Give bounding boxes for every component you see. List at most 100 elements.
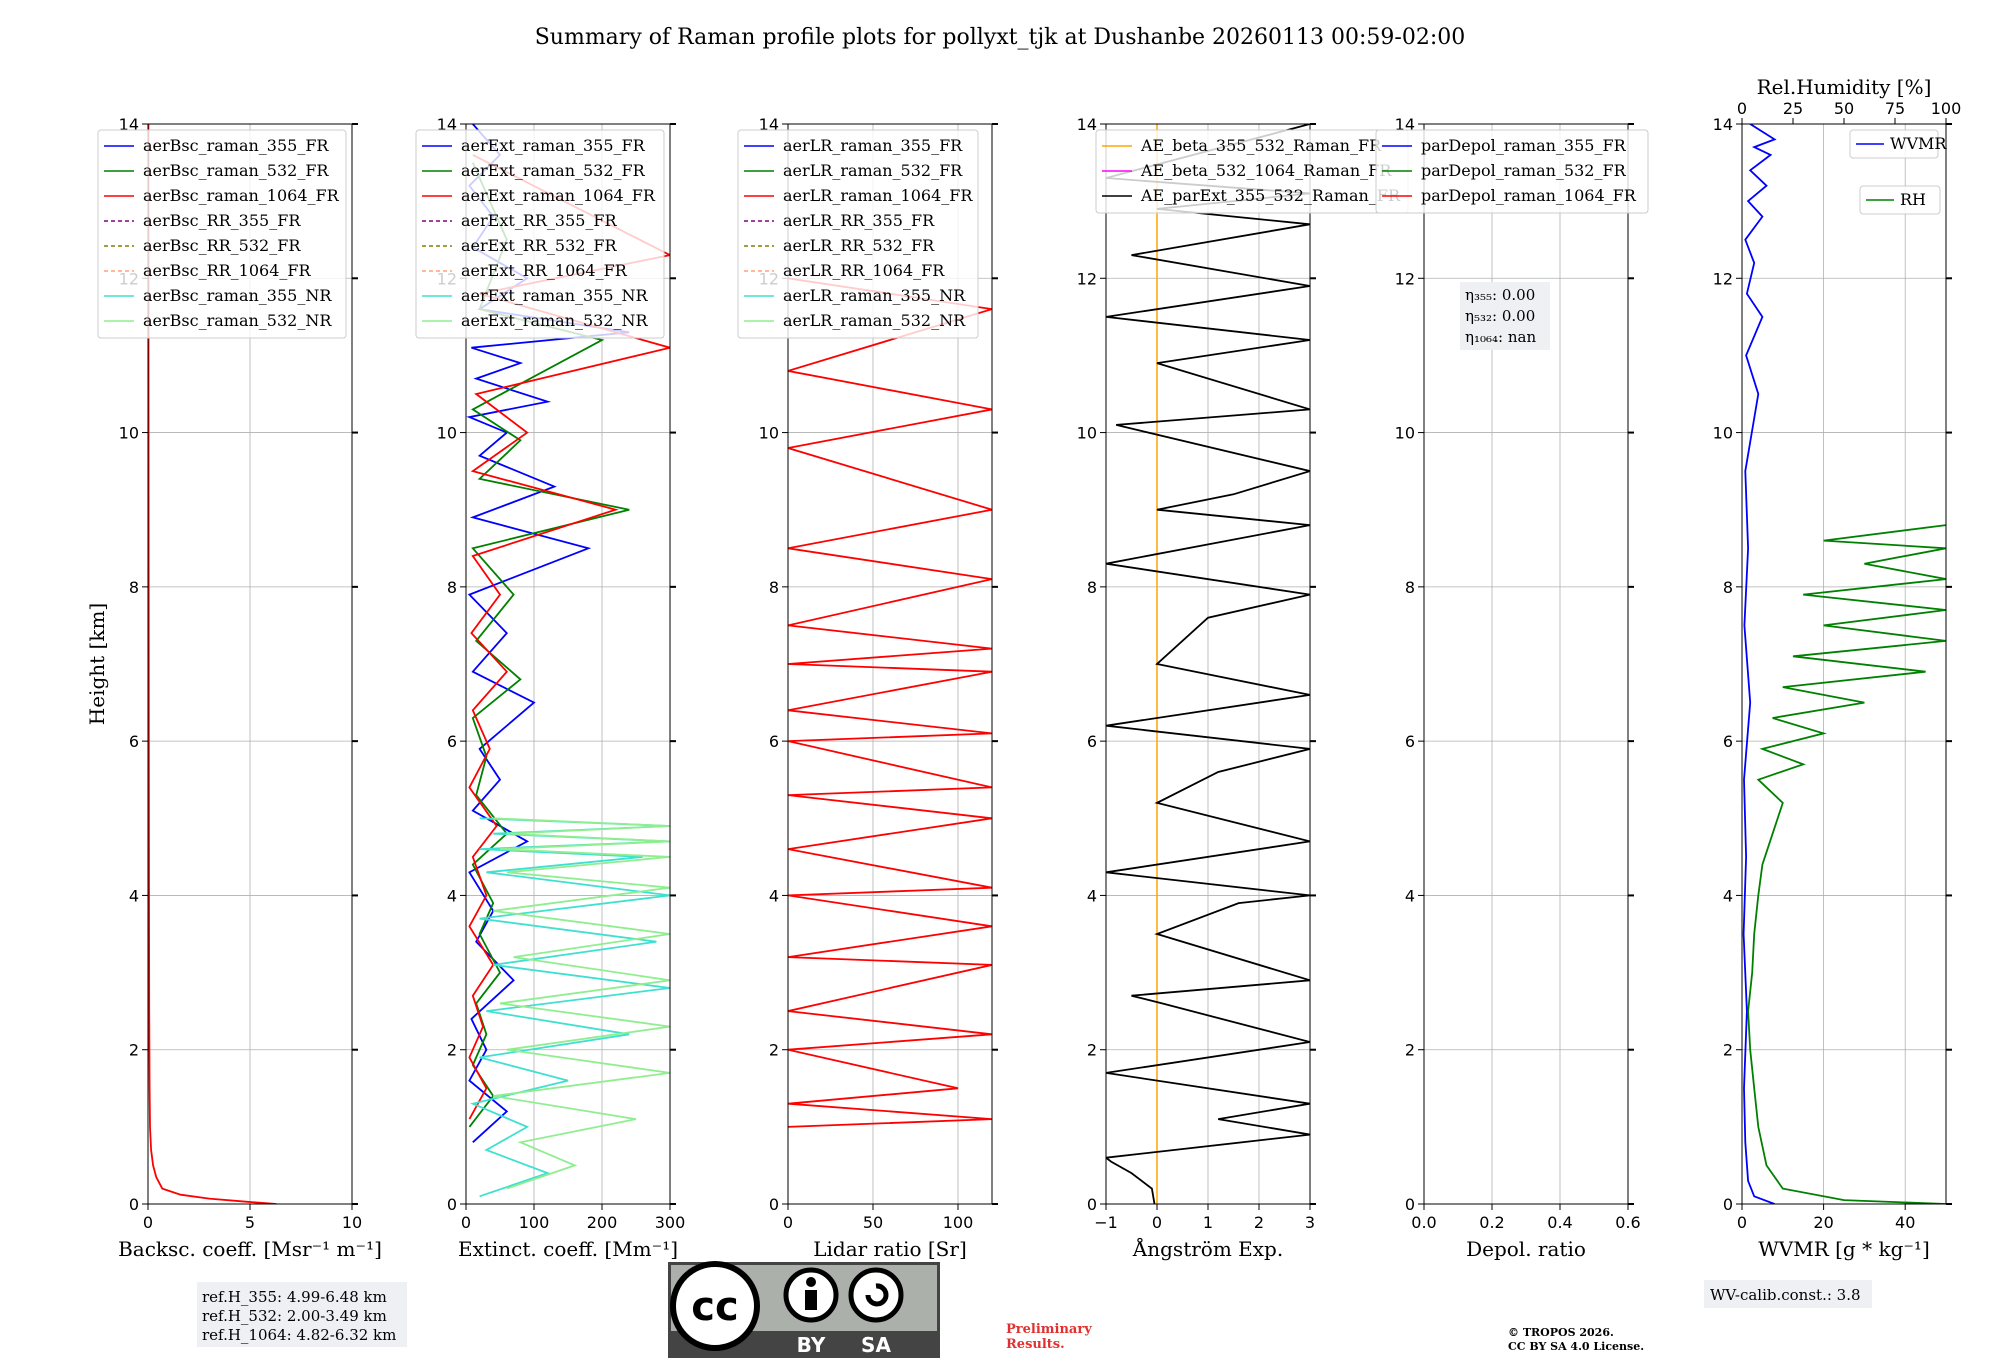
ytick-label-ae-2: 4 [1087, 886, 1097, 905]
ytick-label-ae-7: 14 [1077, 115, 1097, 134]
ytick-label-bsc-1: 2 [129, 1041, 139, 1060]
xtick-label-depol-3: 0.6 [1615, 1213, 1640, 1232]
attribution-icon-head [806, 1277, 816, 1287]
series-line-aerExt_raman_532_NR [493, 817, 670, 1190]
ylabel: Height [km] [85, 603, 109, 725]
ytick-label-depol-7: 14 [1395, 115, 1415, 134]
legend-label-aerExt_raman_1064_FR: aerExt_raman_1064_FR [461, 186, 656, 205]
xtick-label-depol-1: 0.2 [1479, 1213, 1504, 1232]
legend-label-WVMR: WVMR [1890, 134, 1947, 153]
xtick-label-ae-3: 2 [1254, 1213, 1264, 1232]
ytick-label-bsc-4: 8 [129, 578, 139, 597]
top-xtick-label-3: 75 [1885, 99, 1905, 118]
panel-depol: 0.0 0.2 0.4 0.6 0 2 4 6 8 10 12 14 Depol. ratio parDe… [1375, 115, 1649, 1261]
eta-value-1: η₅₃₂: 0.00 [1465, 307, 1535, 325]
ytick-label-depol-2: 4 [1405, 886, 1415, 905]
xtick-label-ae-2: 1 [1203, 1213, 1213, 1232]
ytick-label-wv-6: 12 [1713, 269, 1733, 288]
legend-label-AE_parExt_355_532_Raman_FR: AE_parExt_355_532_Raman_FR [1140, 186, 1401, 205]
xtick-label-ae-0: −1 [1094, 1213, 1118, 1232]
cc-sa-label: SA [861, 1333, 891, 1357]
series-line-aerBsc_raman_1064_FR [148, 124, 277, 1204]
legend-label-aerLR_raman_1064_FR: aerLR_raman_1064_FR [783, 186, 973, 205]
xtick-label-ext-2: 200 [587, 1213, 618, 1232]
legend-box-RH [1859, 185, 1941, 215]
ytick-label-lr-2: 4 [769, 886, 779, 905]
ytick-label-wv-2: 4 [1723, 886, 1733, 905]
ytick-label-ae-6: 12 [1077, 269, 1097, 288]
legend-label-RH: RH [1900, 190, 1926, 209]
xtick-label-ext-1: 100 [519, 1213, 550, 1232]
series-line-aerExt_raman_355_NR [469, 817, 670, 1198]
ytick-label-ext-7: 14 [437, 115, 457, 134]
top-xtick-label-2: 50 [1834, 99, 1854, 118]
ytick-label-wv-1: 2 [1723, 1041, 1733, 1060]
attribution-icon-body [805, 1290, 817, 1310]
panel-lr: 05010002468101214Lidar ratio [Sr]aerLR_r… [737, 115, 998, 1261]
legend-label-aerExt_RR_355_FR: aerExt_RR_355_FR [461, 211, 618, 230]
legend-label-aerLR_raman_532_NR: aerLR_raman_532_NR [783, 311, 966, 330]
xlabel-lr: Lidar ratio [Sr] [813, 1237, 967, 1261]
ytick-label-depol-6: 12 [1395, 269, 1415, 288]
legend-label-aerBsc_raman_355_FR: aerBsc_raman_355_FR [143, 136, 329, 155]
xtick-label-bsc-0: 0 [143, 1213, 153, 1232]
ytick-label-depol-4: 8 [1405, 578, 1415, 597]
ytick-label-lr-3: 6 [769, 732, 779, 751]
legend-label-aerBsc_RR_355_FR: aerBsc_RR_355_FR [143, 211, 301, 230]
ytick-label-wv-3: 6 [1723, 732, 1733, 751]
xtick-label-ae-1: 0 [1152, 1213, 1162, 1232]
top-xlabel: Rel.Humidity [%] [1757, 75, 1932, 99]
legend-box-depol [1375, 129, 1649, 214]
legend-label-aerExt_raman_532_NR: aerExt_raman_532_NR [461, 311, 649, 330]
legend-box-ext [415, 129, 665, 339]
eta-value-0: η₃₅₅: 0.00 [1465, 286, 1535, 304]
legend-label-aerBsc_raman_1064_FR: aerBsc_raman_1064_FR [143, 186, 340, 205]
ytick-label-ae-3: 6 [1087, 732, 1097, 751]
ytick-label-bsc-5: 10 [119, 424, 139, 443]
reference-height-box-bg [197, 1282, 407, 1347]
legend-label-aerLR_raman_355_FR: aerLR_raman_355_FR [783, 136, 963, 155]
cc-logo-text: cc [691, 1284, 738, 1330]
legend-label-aerLR_raman_355_NR: aerLR_raman_355_NR [783, 286, 966, 305]
preliminary-line-2: Results. [1006, 1337, 1065, 1352]
legend-label-parDepol_raman_1064_FR: parDepol_raman_1064_FR [1421, 186, 1637, 205]
ytick-label-bsc-3: 6 [129, 732, 139, 751]
xtick-label-ext-3: 300 [655, 1213, 686, 1232]
xlabel-bsc: Backsc. coeff. [Msr⁻¹ m⁻¹] [118, 1237, 382, 1261]
series-line-WVMR [1742, 124, 1777, 1204]
ytick-label-ae-0: 0 [1087, 1195, 1097, 1214]
xtick-label-ae-4: 3 [1305, 1213, 1315, 1232]
legend-label-aerBsc_RR_1064_FR: aerBsc_RR_1064_FR [143, 261, 312, 280]
ytick-label-bsc-7: 14 [119, 115, 139, 134]
legend-box-WVMR [1849, 129, 1939, 159]
legend-label-aerExt_raman_532_FR: aerExt_raman_532_FR [461, 161, 646, 180]
series-line-aerLR_raman_1064_FR [788, 277, 992, 1128]
wv-calib-box-bg [1704, 1280, 1872, 1308]
legend-label-aerLR_RR_532_FR: aerLR_RR_532_FR [783, 236, 935, 255]
copyright-line-1: © TROPOS 2026. [1508, 1326, 1614, 1339]
ytick-label-depol-3: 6 [1405, 732, 1415, 751]
axes-frame-ext [465, 123, 671, 1205]
axes-frame-lr [787, 123, 993, 1205]
ytick-label-ext-5: 10 [437, 424, 457, 443]
eta-box [1460, 282, 1550, 350]
cc-by-sa-badge: cc BY SA [668, 1261, 940, 1358]
series-line-aerExt_raman_1064_FR [468, 154, 670, 1120]
ytick-label-lr-5: 10 [759, 424, 779, 443]
axes-frame-wv [1741, 123, 1947, 1205]
legend-label-AE_beta_355_532_Raman_FR: AE_beta_355_532_Raman_FR [1140, 136, 1382, 155]
preliminary-line-1: Preliminary [1006, 1322, 1092, 1337]
wv-calib-box: WV-calib.const.: 3.8 [1704, 1280, 1872, 1308]
legend-label-aerLR_RR_1064_FR: aerLR_RR_1064_FR [783, 261, 945, 280]
reference-height-box: ref.H_355: 4.99-6.48 km ref.H_532: 2.00-… [197, 1282, 407, 1347]
panels: 051002468101214Backsc. coeff. [Msr⁻¹ m⁻¹… [85, 75, 1961, 1261]
xtick-label-ext-0: 0 [461, 1213, 471, 1232]
xtick-label-wv-2: 40 [1895, 1213, 1915, 1232]
ytick-label-lr-1: 2 [769, 1041, 779, 1060]
legend-label-aerBsc_raman_355_NR: aerBsc_raman_355_NR [143, 286, 332, 305]
ytick-label-wv-7: 14 [1713, 115, 1733, 134]
cc-logo-icon [670, 1261, 760, 1351]
panel-bsc: 051002468101214Backsc. coeff. [Msr⁻¹ m⁻¹… [85, 115, 382, 1261]
top-xtick-label-1: 25 [1783, 99, 1803, 118]
axes-frame-depol [1423, 123, 1629, 1205]
